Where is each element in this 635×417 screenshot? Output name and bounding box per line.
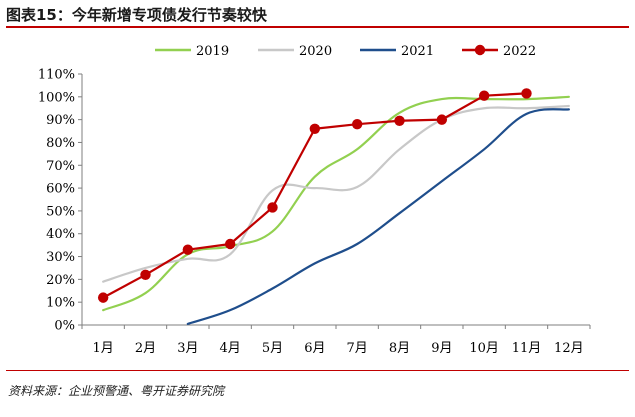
data-point-2022 — [97, 292, 109, 303]
data-point-2022 — [140, 269, 151, 280]
legend-label: 2022 — [503, 44, 536, 59]
series-layer — [97, 88, 570, 325]
x-tick-label: 11月 — [512, 341, 542, 356]
series-line-2019 — [102, 95, 570, 312]
source-note: 资料来源：企业预警通、粤开证券研究院 — [8, 384, 225, 398]
y-tick-label: 40% — [46, 227, 75, 242]
data-point-2022 — [267, 202, 278, 213]
y-tick-label: 20% — [46, 273, 75, 288]
data-point-2022 — [309, 123, 321, 134]
chart-title: 图表15：今年新增专项债发行节奏较快 — [6, 6, 267, 24]
legend-item-2020: 2020 — [258, 44, 332, 59]
y-tick-label: 30% — [46, 250, 75, 265]
axes: 0% 10% 20% 30% 40% 50% 60% 70% 80% 90% 100% 110% 1月 2… — [38, 68, 591, 356]
legend-item-2022: 2022 — [462, 44, 536, 59]
x-tick-label: 6月 — [304, 341, 325, 356]
y-tick-label: 70% — [46, 159, 75, 174]
x-tick-label: 7月 — [347, 341, 368, 356]
title-bar: 图表15：今年新增专项债发行节奏较快 — [6, 4, 629, 28]
y-tick-label: 60% — [46, 182, 75, 197]
data-point-2022 — [478, 90, 490, 101]
x-tick-label: 12月 — [554, 341, 584, 356]
data-point-2022 — [224, 238, 236, 250]
x-tick-label: 2月 — [135, 341, 156, 356]
legend: 2019 2020 2021 2022 — [155, 44, 536, 59]
y-tick-label: 90% — [46, 113, 75, 128]
legend-item-2019: 2019 — [155, 44, 229, 59]
x-tick-label: 10月 — [469, 341, 499, 356]
data-point-2022 — [182, 244, 194, 255]
y-tick-label: 0% — [54, 319, 75, 334]
legend-label: 2020 — [299, 44, 332, 59]
series-2022 — [97, 88, 532, 303]
y-tick-label: 110% — [38, 68, 75, 83]
x-tick-label: 9月 — [431, 341, 452, 356]
data-point-2022 — [436, 114, 448, 125]
source-divider — [6, 370, 629, 371]
x-tick-label: 3月 — [177, 341, 198, 356]
y-tick-label: 80% — [46, 136, 75, 151]
series-line-2021 — [186, 108, 570, 325]
series-2019 — [102, 95, 570, 312]
y-tick-label: 100% — [38, 90, 75, 105]
legend-label: 2021 — [401, 44, 434, 59]
series-2021 — [186, 108, 570, 325]
x-tick-label: 8月 — [389, 341, 410, 356]
y-tick-label: 50% — [46, 204, 75, 219]
data-point-2022 — [394, 115, 405, 126]
data-point-2022 — [521, 88, 532, 99]
series-line-2020 — [102, 104, 570, 283]
x-tick-label: 5月 — [262, 341, 283, 356]
legend-label: 2019 — [196, 44, 229, 59]
legend-marker — [474, 44, 486, 56]
legend-item-2021: 2021 — [360, 44, 434, 59]
data-point-2022 — [351, 119, 363, 130]
x-tick-label: 1月 — [93, 341, 114, 356]
series-2020 — [102, 104, 570, 283]
y-tick-label: 10% — [46, 296, 75, 311]
x-tick-label: 4月 — [220, 341, 241, 356]
